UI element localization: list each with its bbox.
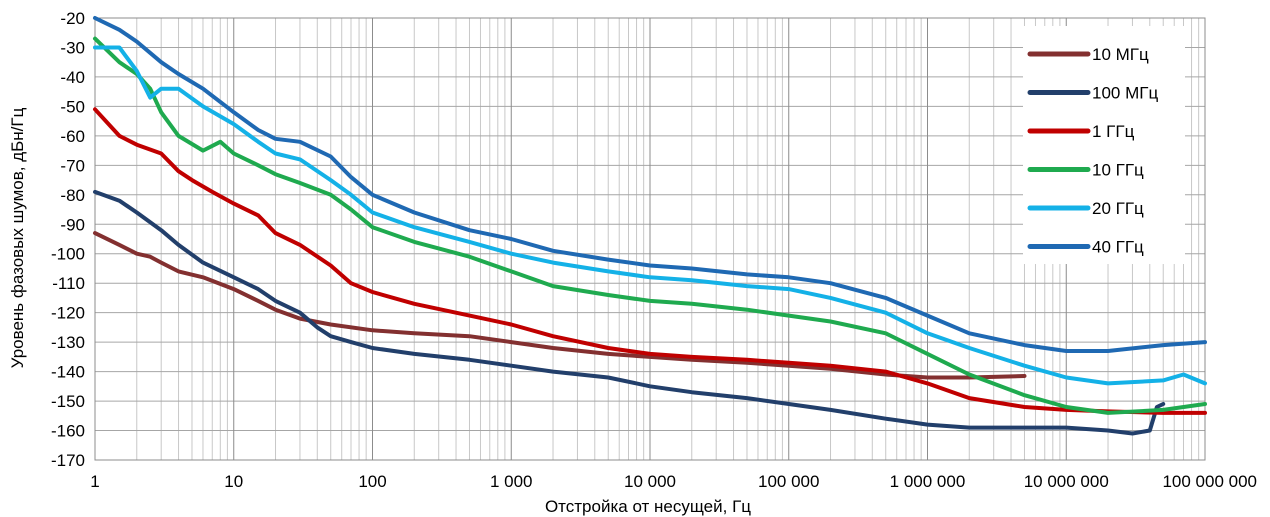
series-line xyxy=(93,36,1207,415)
y-tick-labels: -20 -30 -40 -50 -60 -70 -80 -90 -100 -110 -120 -130… xyxy=(51,9,85,470)
y-tick-label: -130 xyxy=(51,333,85,352)
series-line xyxy=(93,45,1207,386)
x-tick-labels: 1 10 100 1 000 10 000 100 000 1 000 000 10 000 … xyxy=(90,472,1257,491)
y-tick-label: -120 xyxy=(51,304,85,323)
y-tick-label: -80 xyxy=(60,186,85,205)
legend-label: 1 ГГц xyxy=(1092,122,1135,141)
legend-label: 10 ГГц xyxy=(1092,161,1144,180)
series-line xyxy=(93,231,1027,380)
y-tick-label: -90 xyxy=(60,215,85,234)
y-tick-label: -70 xyxy=(60,156,85,175)
y-tick-label: -40 xyxy=(60,68,85,87)
y-tick-label: -30 xyxy=(60,38,85,57)
y-tick-label: -150 xyxy=(51,392,85,411)
legend-label: 40 ГГц xyxy=(1092,238,1144,257)
series-line xyxy=(93,189,1166,436)
y-tick-label: -140 xyxy=(51,363,85,382)
x-tick-label: 100 000 000 xyxy=(1162,472,1257,491)
x-tick-label: 1 xyxy=(90,472,99,491)
y-tick-label: -160 xyxy=(51,422,85,441)
y-tick-label: -20 xyxy=(60,9,85,28)
series-line xyxy=(93,16,1207,353)
legend-box xyxy=(1023,26,1185,264)
y-tick-label: -100 xyxy=(51,245,85,264)
x-tick-label: 10 xyxy=(224,472,243,491)
x-tick-label: 100 xyxy=(358,472,386,491)
y-tick-label: -110 xyxy=(52,274,85,293)
x-tick-label: 10 000 xyxy=(624,472,676,491)
x-tick-label: 10 000 000 xyxy=(1024,472,1109,491)
series-layer xyxy=(93,16,1207,436)
x-tick-label: 100 000 xyxy=(758,472,819,491)
y-tick-label: -170 xyxy=(51,451,85,470)
plot-area-border xyxy=(94,17,1206,461)
legend-label: 100 МГц xyxy=(1092,84,1158,103)
x-tick-label: 1 000 000 xyxy=(890,472,966,491)
legend-label: 10 МГц xyxy=(1092,45,1149,64)
y-tick-label: -60 xyxy=(60,127,85,146)
x-tick-label: 1 000 xyxy=(490,472,533,491)
legend-label: 20 ГГц xyxy=(1092,199,1144,218)
series-line xyxy=(93,107,1207,415)
y-axis-title: Уровень фазовых шумов, дБн/Гц xyxy=(8,107,27,368)
x-axis-title: Отстройка от несущей, Гц xyxy=(545,497,751,516)
legend: 10 МГц 100 МГц 1 ГГц 10 ГГц 20 ГГц 40 ГГц xyxy=(1023,26,1185,264)
y-tick-label: -50 xyxy=(60,97,85,116)
